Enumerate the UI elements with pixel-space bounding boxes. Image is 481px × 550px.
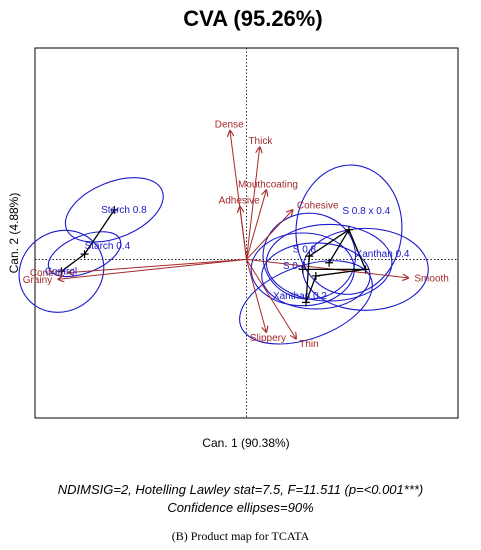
attribute-label-thin: Thin — [299, 339, 318, 350]
product-label-starch-0-8: Starch 0.8 — [101, 205, 147, 216]
y-axis-label: Can. 2 (4.88%) — [7, 193, 21, 274]
marker-xanthan-0-4 — [361, 265, 370, 274]
ellipse-control — [18, 229, 105, 313]
ellipse-starch-0-8 — [64, 177, 164, 243]
marker-s-0-8-x-0-4 — [344, 225, 353, 234]
attribute-label-grainy: Grainy — [23, 275, 52, 286]
ellipse-s-0-8-x-0-4 — [295, 164, 403, 295]
point-labels: Dense Thick Mouthcoating Adhesive Cohesive Sm… — [23, 120, 449, 350]
product-links — [61, 209, 367, 303]
attribute-label-slippery: Slippery — [250, 333, 286, 344]
marker-s-0-4 — [298, 265, 307, 274]
product-markers — [57, 205, 370, 307]
confidence-ellipses — [18, 164, 429, 345]
link-starch-0-8-starch-0-4 — [84, 209, 115, 255]
ellipse-note: Confidence ellipses=90% — [167, 500, 314, 515]
attribute-label-adhesive: Adhesive — [219, 196, 261, 207]
marker-control — [57, 267, 66, 276]
link-s-0-8-x-0-4-s-0-8-x-0-2 — [328, 229, 350, 264]
x-axis-label: Can. 1 (90.38%) — [202, 436, 289, 450]
vector-thick — [246, 147, 260, 260]
marker-starch-0-4 — [80, 250, 89, 259]
product-label-s-0-4: S 0.4 — [283, 261, 307, 272]
product-label-s-0-8-x-0-4: S 0.8 x 0.4 — [342, 206, 390, 217]
stats-note: NDIMSIG=2, Hotelling Lawley stat=7.5, F=… — [57, 482, 424, 497]
link-s-0-8-x-0-4-xanthan-0-4 — [348, 229, 367, 270]
marker-s-0-8-x-0-2 — [325, 258, 334, 267]
vector-mouthcoating — [246, 190, 267, 260]
attribute-vectors — [58, 131, 408, 339]
link-xanthan-0-2-s-0-8 — [305, 256, 310, 303]
marker-s-0-4-x-0-2 — [311, 271, 320, 280]
vector-thin — [246, 259, 297, 338]
product-label-starch-0-4: Starch 0.4 — [85, 241, 131, 252]
ellipse-xanthan-0-2 — [239, 260, 373, 345]
vector-adhesive — [240, 207, 247, 260]
product-label-xanthan-0-2: Xanthan 0.2 — [273, 291, 327, 302]
product-label-s-0-8: S 0.8 — [293, 245, 317, 256]
product-label-xanthan-0-4: Xanthan 0.4 — [356, 249, 410, 260]
vector-control — [68, 258, 247, 272]
attribute-label-dense: Dense — [215, 120, 244, 131]
link-xanthan-0-4-s-0-4-x-0-2 — [315, 268, 366, 277]
product-label-control: Control — [45, 266, 77, 277]
vector-smooth — [246, 258, 409, 278]
attribute-label-thick: Thick — [248, 136, 273, 147]
attribute-label-cohesive: Cohesive — [297, 200, 339, 211]
marker-xanthan-0-2 — [301, 298, 310, 307]
link-s-0-8-s-0-8-x-0-4 — [308, 229, 350, 257]
chart-title: CVA (95.26%) — [183, 6, 322, 31]
vector-slippery — [246, 259, 267, 332]
link-s-0-4-x-0-2-xanthan-0-2 — [305, 275, 317, 303]
vector-grainy — [58, 258, 247, 279]
attribute-label-smooth: Smooth — [414, 274, 448, 285]
ellipse-s-0-8-x-0-2 — [265, 223, 393, 302]
figure-caption: (B) Product map for TCATA — [171, 529, 310, 543]
link-starch-0-4-control — [61, 253, 85, 272]
marker-s-0-8 — [305, 252, 314, 261]
attribute-label-mouthcoating: Mouthcoating — [238, 179, 298, 190]
vector-cohesive — [246, 210, 293, 260]
attribute-label-control: Control — [30, 268, 62, 279]
marker-starch-0-8 — [110, 205, 119, 214]
